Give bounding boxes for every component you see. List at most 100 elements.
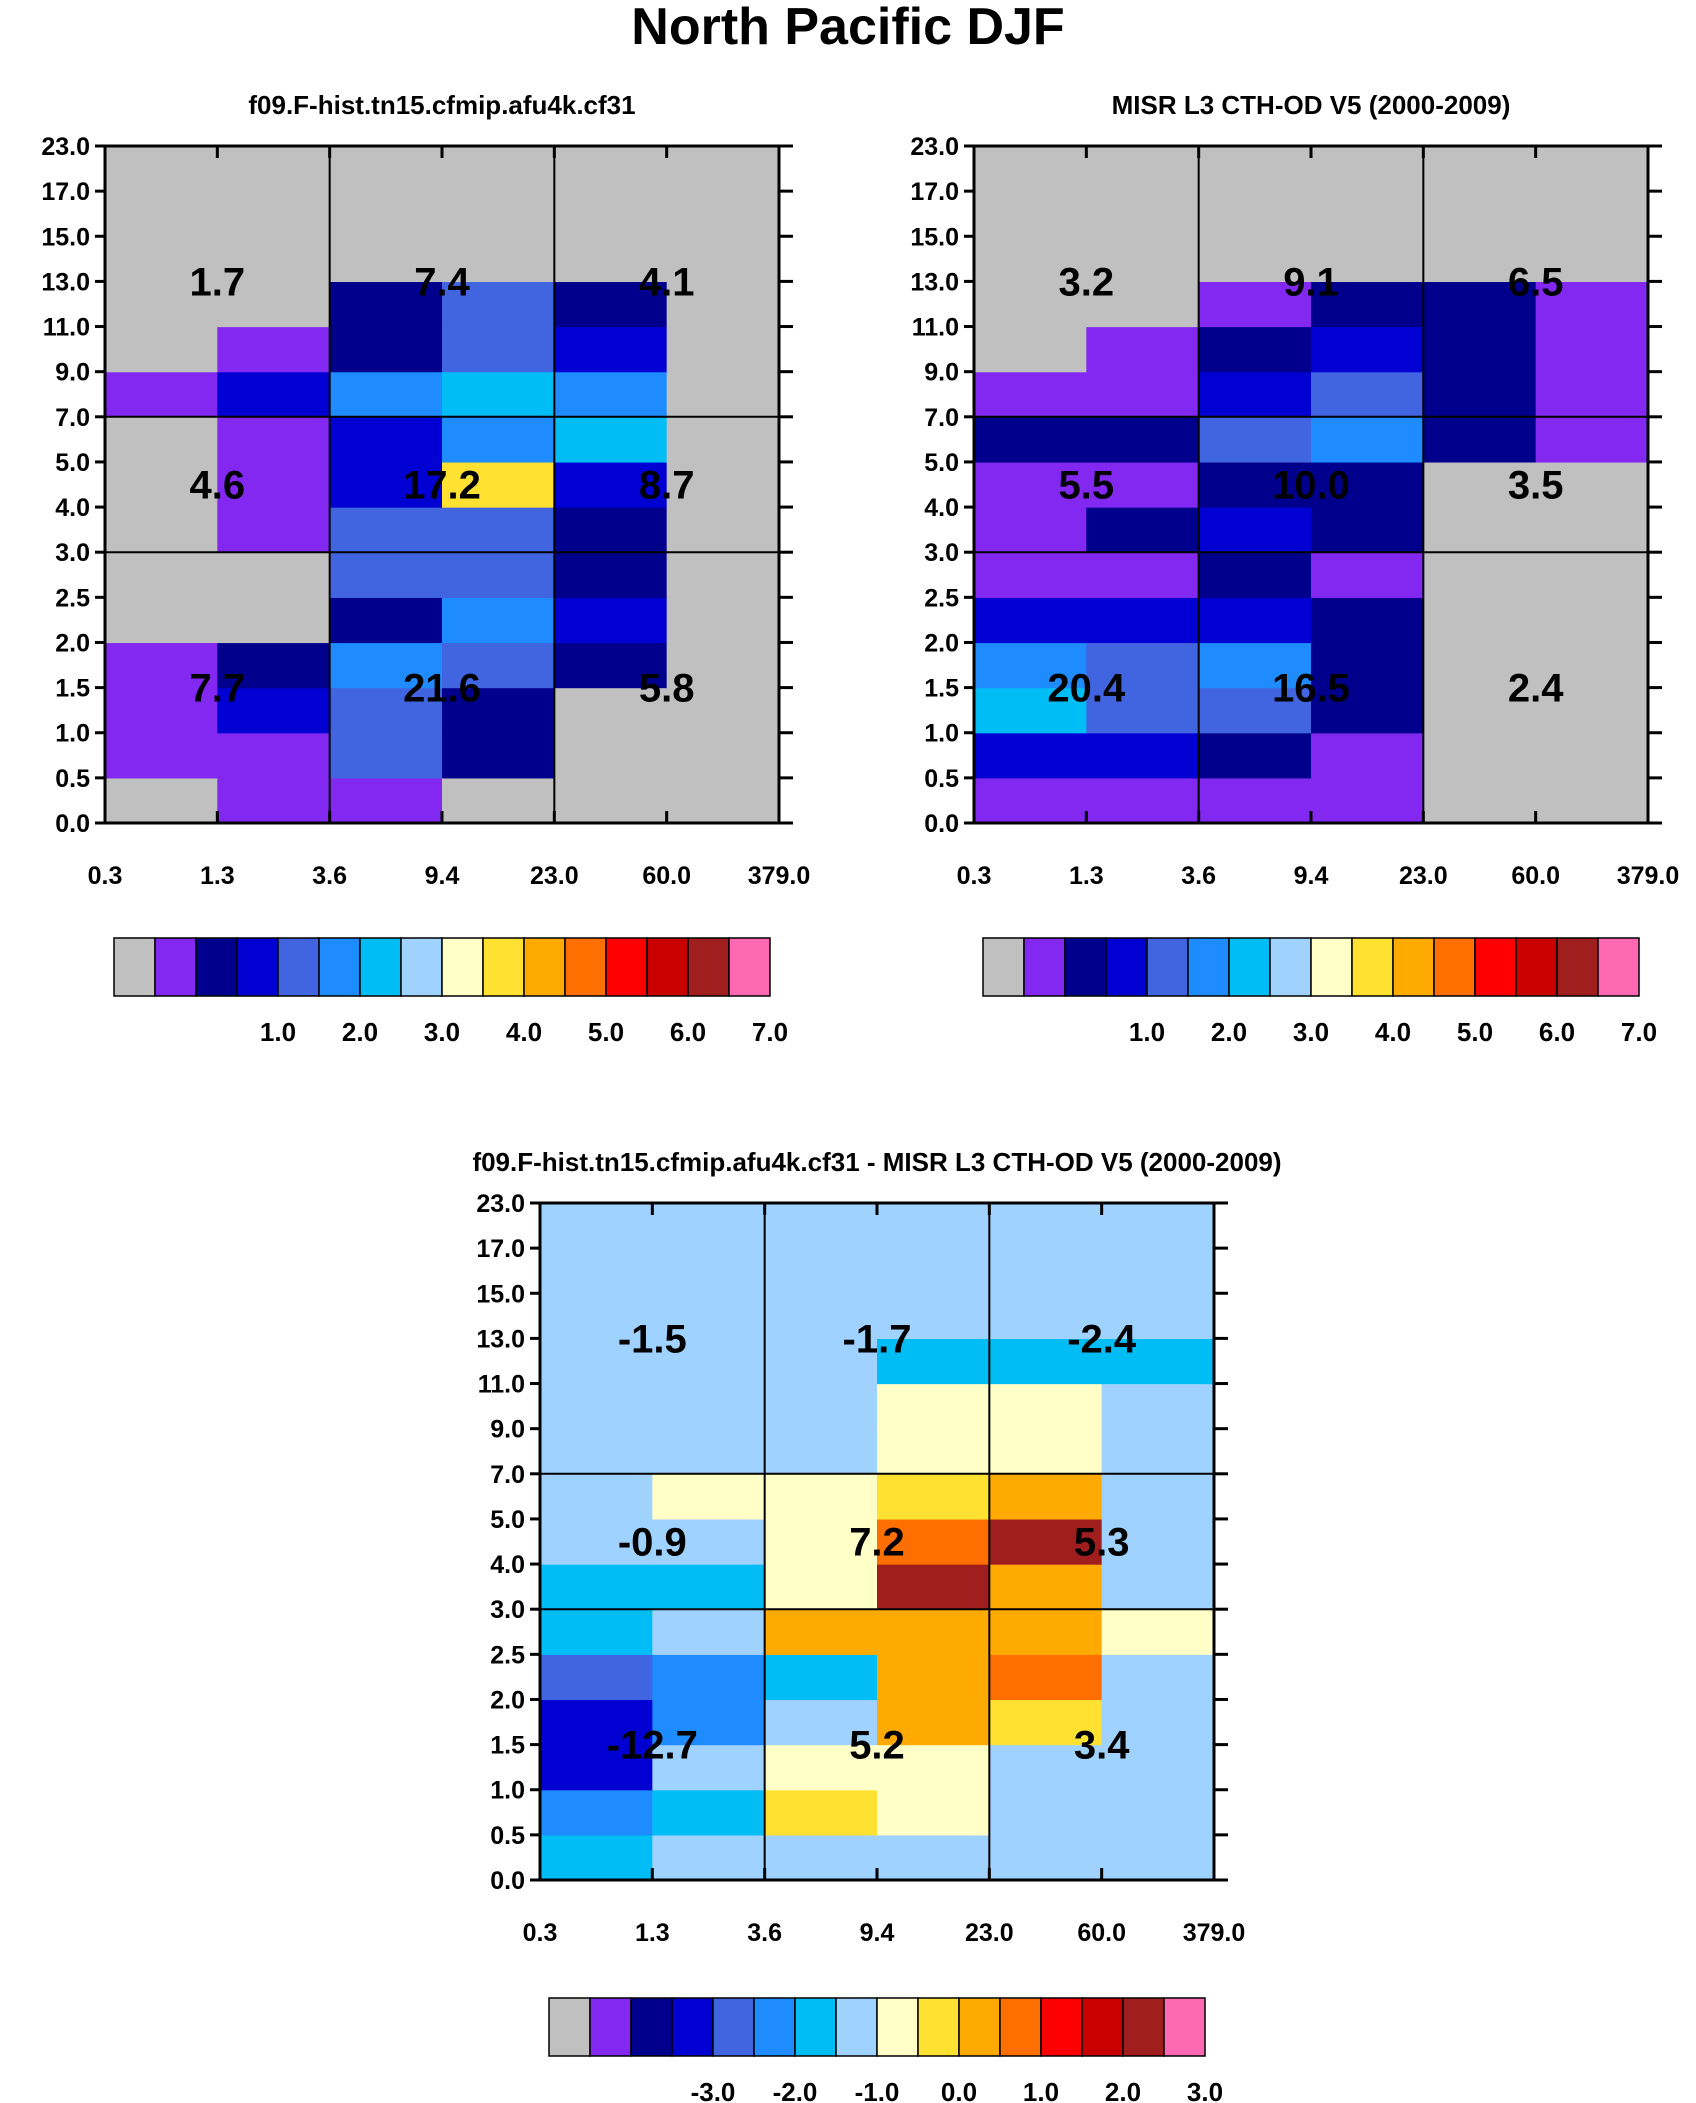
model-cell-r10-c3 bbox=[442, 326, 555, 373]
model-colorbar-swatch bbox=[236, 937, 279, 997]
model-cell-r1-c2 bbox=[329, 732, 443, 779]
model-cell-r4-c0 bbox=[105, 597, 218, 644]
model-y-tick-label: 0.5 bbox=[55, 765, 90, 793]
diff-y-tick-label: 0.0 bbox=[490, 1867, 525, 1895]
obs-colorbar-swatch bbox=[1597, 937, 1640, 997]
diff-cell-r11-c4 bbox=[989, 1338, 1103, 1385]
obs-cell-r6-c0 bbox=[974, 507, 1087, 553]
obs-cell-r8-c0 bbox=[974, 416, 1087, 463]
obs-cell-r3-c2 bbox=[1198, 642, 1312, 689]
obs-cell-r6-c5 bbox=[1535, 507, 1649, 553]
diff-cell-r11-c1 bbox=[652, 1338, 766, 1385]
model-cell-r0-c5 bbox=[666, 777, 780, 824]
model-panel-title: f09.F-hist.tn15.cfmip.afu4k.cf31 bbox=[248, 90, 635, 120]
model-cell-r5-c4 bbox=[554, 552, 668, 598]
obs-colorbar-swatch bbox=[1146, 937, 1189, 997]
obs-cell-r8-c1 bbox=[1086, 416, 1200, 463]
diff-cell-r9-c2 bbox=[764, 1428, 878, 1475]
diff-panel-title: f09.F-hist.tn15.cfmip.afu4k.cf31 - MISR … bbox=[472, 1147, 1281, 1177]
diff-colorbar-label: 0.0 bbox=[941, 2077, 977, 2103]
model-cell-r14-c2 bbox=[329, 146, 443, 192]
model-cell-r0-c1 bbox=[217, 777, 331, 824]
model-cell-r0-c2 bbox=[329, 777, 443, 824]
model-x-tick-label: 1.3 bbox=[200, 862, 235, 890]
model-colorbar-label: 1.0 bbox=[260, 1017, 296, 1047]
model-x-tick-label: 9.4 bbox=[425, 862, 460, 890]
diff-cell-r4-c0 bbox=[540, 1654, 653, 1701]
panel-observation: MISR L3 CTH-OD V5 (2000-2009) 20.4 16.5 2.4… bbox=[910, 90, 1679, 1047]
diff-colorbar-swatch bbox=[630, 1997, 673, 2057]
diff-cell-r12-c5 bbox=[1101, 1293, 1215, 1339]
diff-cell-r3-c3 bbox=[877, 1699, 990, 1746]
model-cell-r0-c0 bbox=[105, 777, 218, 824]
diff-cell-r7-c5 bbox=[1101, 1518, 1215, 1565]
model-cell-r8-c2 bbox=[329, 416, 443, 463]
diff-cell-r5-c4 bbox=[989, 1609, 1103, 1655]
diff-colorbar-swatch bbox=[671, 1997, 714, 2057]
model-cell-r10-c1 bbox=[217, 326, 331, 373]
diff-cell-r1-c3 bbox=[877, 1789, 990, 1836]
obs-colorbar-swatch bbox=[1515, 937, 1558, 997]
obs-cell-r13-c1 bbox=[1086, 191, 1200, 237]
diff-colorbar-swatch bbox=[1081, 1997, 1124, 2057]
diff-cell-r11-c5 bbox=[1101, 1338, 1215, 1385]
obs-cell-r5-c5 bbox=[1535, 552, 1649, 598]
diff-x-tick-label: 379.0 bbox=[1183, 1919, 1246, 1947]
model-y-tick-label: 9.0 bbox=[55, 359, 90, 387]
diff-cell-r8-c0 bbox=[540, 1473, 653, 1520]
diff-y-tick-label: 11.0 bbox=[478, 1371, 525, 1399]
obs-cell-r8-c5 bbox=[1535, 416, 1649, 463]
obs-cell-r9-c0 bbox=[974, 371, 1087, 418]
model-y-tick-label: 5.0 bbox=[55, 449, 90, 477]
model-cell-r7-c2 bbox=[329, 461, 443, 508]
diff-box-value: -2.4 bbox=[1067, 1317, 1137, 1361]
diff-cell-r6-c1 bbox=[652, 1564, 766, 1610]
model-cell-r11-c5 bbox=[666, 281, 780, 328]
model-cell-r2-c4 bbox=[554, 687, 668, 734]
model-y-tick-label: 11.0 bbox=[43, 314, 90, 342]
model-box-value: 7.4 bbox=[414, 260, 470, 304]
diff-cell-r0-c1 bbox=[652, 1834, 766, 1881]
panel-difference: f09.F-hist.tn15.cfmip.afu4k.cf31 - MISR … bbox=[472, 1147, 1281, 2103]
model-cell-r1-c0 bbox=[105, 732, 218, 779]
obs-y-tick-label: 1.0 bbox=[924, 720, 959, 748]
obs-y-tick-label: 4.0 bbox=[924, 494, 959, 522]
obs-cell-r7-c3 bbox=[1311, 461, 1424, 508]
model-cell-r13-c3 bbox=[442, 191, 555, 237]
model-y-tick-label: 0.0 bbox=[55, 810, 90, 838]
diff-x-tick-label: 60.0 bbox=[1077, 1919, 1126, 1947]
obs-y-tick-label: 23.0 bbox=[910, 133, 959, 161]
diff-box-value: -1.5 bbox=[618, 1317, 687, 1361]
obs-cell-r5-c1 bbox=[1086, 552, 1200, 598]
obs-cell-r8-c3 bbox=[1311, 416, 1424, 463]
diff-y-tick-label: 9.0 bbox=[490, 1416, 525, 1444]
obs-y-tick-label: 9.0 bbox=[924, 359, 959, 387]
model-colorbar-swatch bbox=[154, 937, 197, 997]
diff-x-tick-label: 9.4 bbox=[860, 1919, 895, 1947]
model-box-value: 1.7 bbox=[190, 260, 246, 304]
obs-cell-r7-c0 bbox=[974, 461, 1087, 508]
obs-colorbar-label: 7.0 bbox=[1621, 1017, 1657, 1047]
model-cell-r4-c3 bbox=[442, 597, 555, 644]
obs-cell-r0-c0 bbox=[974, 777, 1087, 824]
diff-cell-r0-c3 bbox=[877, 1834, 990, 1881]
obs-cell-r10-c3 bbox=[1311, 326, 1424, 373]
obs-box-value: 3.5 bbox=[1508, 464, 1564, 508]
diff-cell-r8-c2 bbox=[764, 1473, 878, 1520]
diff-x-tick-label: 23.0 bbox=[965, 1919, 1014, 1947]
model-cell-r2-c3 bbox=[442, 687, 555, 734]
diff-y-tick-label: 2.0 bbox=[490, 1686, 525, 1714]
obs-y-tick-label: 5.0 bbox=[924, 449, 959, 477]
obs-cell-r9-c1 bbox=[1086, 371, 1200, 418]
diff-cell-r13-c4 bbox=[989, 1248, 1103, 1294]
diff-cell-r13-c3 bbox=[877, 1248, 990, 1294]
diff-cell-r11-c2 bbox=[764, 1338, 878, 1385]
model-colorbar-label: 4.0 bbox=[506, 1017, 542, 1047]
obs-cell-r9-c5 bbox=[1535, 371, 1649, 418]
diff-cell-r4-c5 bbox=[1101, 1654, 1215, 1701]
diff-colorbar-label: -3.0 bbox=[691, 2077, 736, 2103]
model-cell-r12-c1 bbox=[217, 236, 331, 282]
diff-cell-r8-c5 bbox=[1101, 1473, 1215, 1520]
model-cell-r11-c3 bbox=[442, 281, 555, 328]
